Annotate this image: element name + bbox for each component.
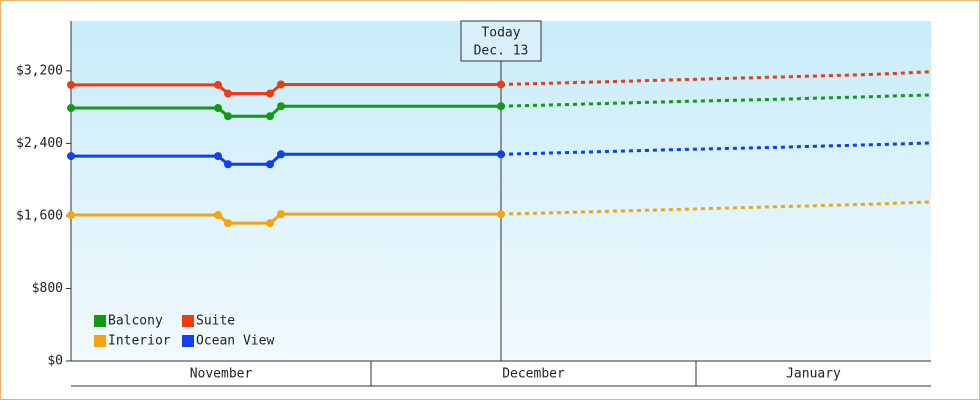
- y-tick-label: $0: [47, 354, 63, 369]
- y-tick-label: $3,200: [16, 63, 63, 78]
- y-tick-label: $800: [32, 281, 63, 296]
- price-point: [67, 211, 75, 220]
- legend-label: Suite: [196, 314, 235, 329]
- price-point: [497, 150, 505, 159]
- y-tick-label: $2,400: [16, 136, 63, 151]
- price-line: [71, 212, 501, 225]
- legend-label: Balcony: [108, 314, 163, 329]
- price-point: [277, 150, 285, 159]
- price-point: [224, 112, 232, 121]
- legend-label: Interior: [108, 334, 171, 349]
- price-line: [71, 104, 501, 118]
- today-label: Today: [481, 26, 520, 41]
- forecast-line: [500, 70, 932, 86]
- price-point: [67, 80, 75, 89]
- price-point: [67, 152, 75, 161]
- price-point: [266, 219, 274, 228]
- today-label: Dec. 13: [474, 44, 529, 59]
- forecast-line: [500, 200, 932, 216]
- legend-swatch: [94, 315, 106, 327]
- legend-label: Ocean View: [196, 334, 274, 349]
- price-point: [224, 219, 232, 228]
- forecast-line: [500, 93, 932, 108]
- month-label: November: [190, 367, 253, 382]
- price-point: [266, 160, 274, 169]
- price-point: [214, 104, 222, 113]
- price-point: [266, 112, 274, 121]
- legend-swatch: [182, 315, 194, 327]
- price-point: [497, 80, 505, 89]
- price-point: [214, 152, 222, 161]
- price-point: [266, 89, 274, 98]
- legend-swatch: [94, 335, 106, 347]
- price-point: [67, 104, 75, 113]
- month-label: December: [502, 367, 565, 382]
- price-line: [71, 152, 501, 166]
- y-tick-label: $1,600: [16, 208, 63, 223]
- price-point: [224, 89, 232, 98]
- price-point: [497, 210, 505, 219]
- price-point: [277, 102, 285, 111]
- legend-swatch: [182, 335, 194, 347]
- price-point: [224, 160, 232, 169]
- price-point: [277, 210, 285, 219]
- price-point: [277, 80, 285, 89]
- price-point: [497, 102, 505, 111]
- price-point: [214, 211, 222, 220]
- today-box: [460, 20, 542, 62]
- price-point: [214, 80, 222, 89]
- price-line: [71, 82, 501, 96]
- month-label: January: [786, 367, 841, 382]
- forecast-line: [500, 141, 932, 156]
